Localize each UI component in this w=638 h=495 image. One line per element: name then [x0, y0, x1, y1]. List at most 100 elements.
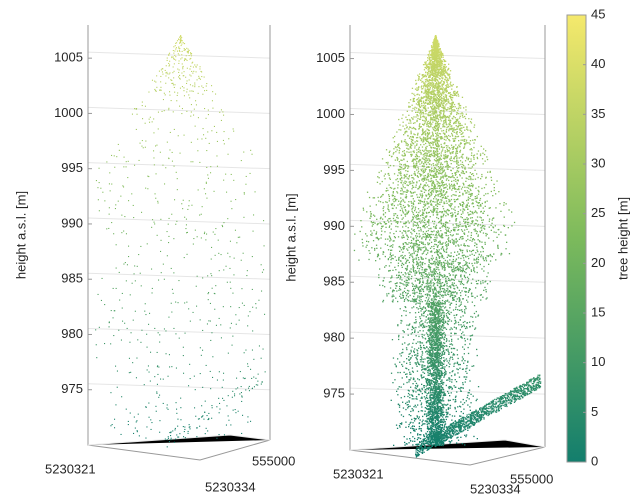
- point: [388, 221, 389, 222]
- point: [157, 201, 158, 202]
- point: [430, 122, 431, 123]
- point: [423, 188, 424, 189]
- point: [401, 177, 402, 178]
- point: [247, 416, 248, 417]
- point: [427, 431, 428, 432]
- point: [149, 372, 150, 373]
- point: [462, 193, 463, 194]
- point: [161, 272, 162, 273]
- point: [428, 403, 429, 404]
- point: [399, 282, 400, 283]
- point: [145, 188, 146, 189]
- point: [425, 76, 426, 77]
- point: [178, 72, 179, 73]
- point: [459, 107, 460, 108]
- point: [370, 206, 371, 207]
- point: [439, 188, 440, 189]
- point: [403, 310, 404, 311]
- point: [474, 263, 475, 264]
- point: [457, 287, 458, 288]
- point: [195, 66, 196, 67]
- point: [417, 120, 418, 121]
- point: [417, 404, 418, 405]
- point: [454, 104, 455, 105]
- point: [159, 342, 160, 343]
- point: [183, 373, 184, 374]
- point: [202, 415, 203, 416]
- point: [449, 115, 450, 116]
- point: [168, 63, 169, 64]
- point: [211, 247, 212, 248]
- point: [405, 258, 406, 259]
- point: [414, 275, 415, 276]
- point: [252, 256, 253, 257]
- z-tick-label: 975: [323, 386, 345, 401]
- point: [116, 288, 117, 289]
- point: [153, 132, 154, 133]
- point: [462, 167, 463, 168]
- point: [406, 261, 407, 262]
- point: [177, 426, 178, 427]
- point: [430, 150, 431, 151]
- point: [218, 240, 219, 241]
- point: [157, 235, 158, 236]
- point: [472, 254, 473, 255]
- point: [210, 303, 211, 304]
- point: [205, 138, 206, 139]
- point: [466, 126, 467, 127]
- point: [489, 221, 490, 222]
- point: [428, 400, 429, 401]
- point: [236, 324, 237, 325]
- point: [425, 244, 426, 245]
- point: [443, 130, 444, 131]
- point: [476, 223, 477, 224]
- point: [138, 254, 139, 255]
- point: [425, 147, 426, 148]
- point: [462, 252, 463, 253]
- point: [174, 63, 175, 64]
- point: [394, 196, 395, 197]
- point: [123, 264, 124, 265]
- point: [460, 107, 461, 108]
- point: [102, 278, 103, 279]
- point: [156, 91, 157, 92]
- point: [480, 256, 481, 257]
- point: [410, 411, 411, 412]
- point: [413, 289, 414, 290]
- point: [439, 258, 440, 259]
- point: [375, 260, 376, 261]
- point: [109, 326, 110, 327]
- point: [429, 194, 430, 195]
- point: [152, 121, 153, 122]
- point: [465, 143, 466, 144]
- point: [199, 426, 200, 427]
- point: [411, 196, 412, 197]
- point: [239, 307, 240, 308]
- point: [386, 162, 387, 163]
- point: [419, 164, 420, 165]
- point: [169, 95, 170, 96]
- point: [419, 197, 420, 198]
- point: [191, 55, 192, 56]
- point: [211, 275, 212, 276]
- point: [508, 209, 509, 210]
- point: [442, 282, 443, 283]
- point: [475, 163, 476, 164]
- point: [202, 277, 203, 278]
- point: [252, 330, 253, 331]
- point: [189, 55, 190, 56]
- point: [171, 83, 172, 84]
- point: [203, 128, 204, 129]
- point: [128, 246, 129, 247]
- point: [230, 288, 231, 289]
- point: [198, 93, 199, 94]
- point: [171, 214, 172, 215]
- point: [460, 305, 461, 306]
- point: [432, 355, 433, 356]
- point: [453, 224, 454, 225]
- point: [424, 103, 425, 104]
- point: [442, 306, 443, 307]
- point: [258, 300, 259, 301]
- point: [464, 271, 465, 272]
- point: [241, 288, 242, 289]
